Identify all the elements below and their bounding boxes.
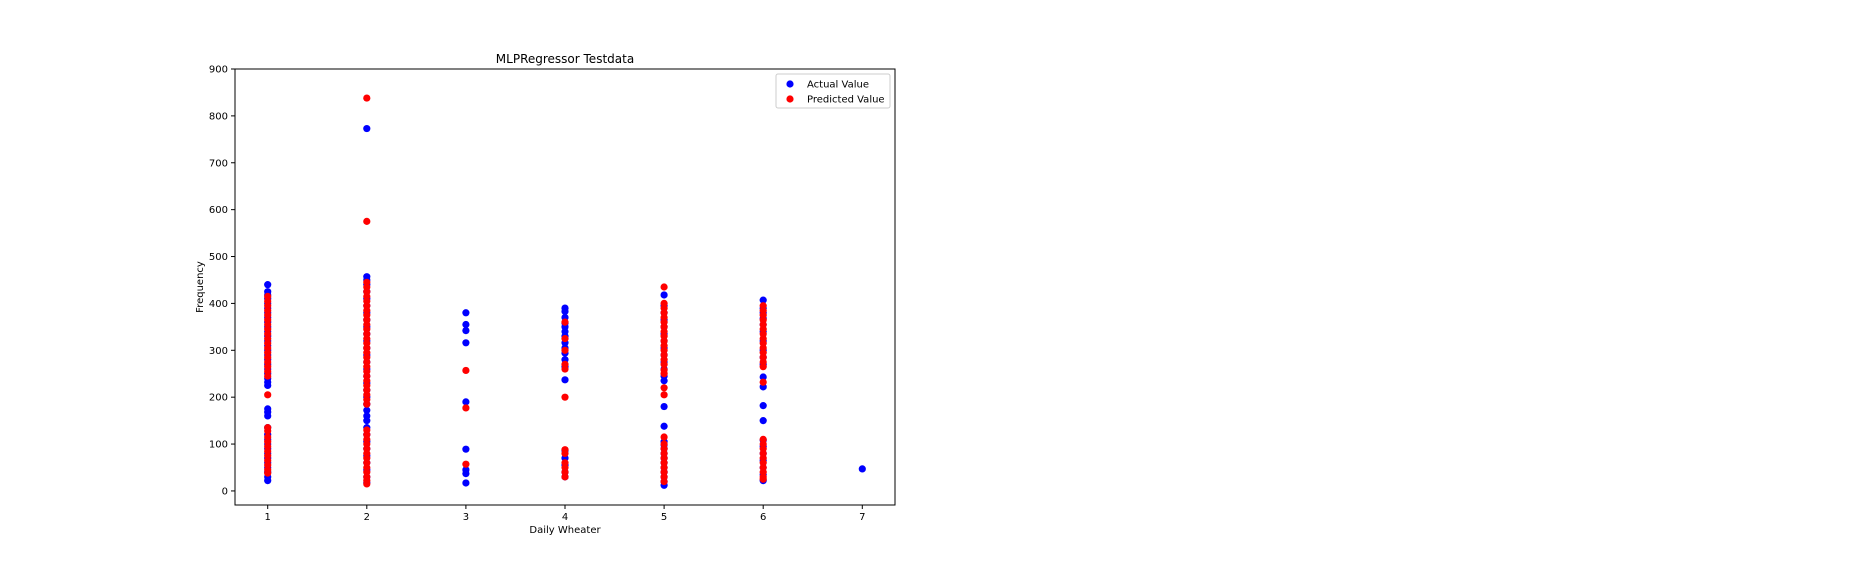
data-point (462, 398, 470, 406)
data-point (759, 417, 767, 425)
data-point (660, 377, 668, 385)
legend-marker (786, 95, 794, 103)
data-point (363, 406, 371, 414)
data-point (759, 363, 767, 371)
data-point (462, 479, 470, 487)
data-point (363, 94, 371, 102)
legend-box (775, 73, 891, 109)
data-point (462, 404, 470, 412)
data-point (363, 400, 371, 408)
legend-label: Predicted Value (807, 95, 885, 106)
y-tick-label: 900 (209, 65, 228, 76)
data-point (561, 473, 569, 481)
data-point (660, 391, 668, 399)
data-point (561, 376, 569, 384)
data-point (660, 402, 668, 411)
data-point (462, 366, 470, 375)
data-point (561, 318, 569, 326)
y-tick-label: 800 (209, 111, 228, 122)
y-tick-label: 200 (209, 393, 228, 404)
legend-label: Actual Value (807, 80, 869, 91)
y-axis-label: Frequency (195, 261, 206, 313)
data-point (462, 309, 470, 317)
data-point (264, 372, 272, 380)
data-point (561, 449, 569, 458)
y-tick-label: 0 (222, 486, 228, 497)
x-tick-label: 6 (760, 512, 766, 523)
data-point (858, 465, 866, 473)
x-tick-label: 7 (859, 512, 865, 523)
data-point (660, 477, 668, 486)
data-point (264, 391, 272, 399)
y-tick-label: 700 (209, 158, 228, 169)
data-point (660, 384, 668, 392)
data-point (264, 477, 272, 485)
data-point (759, 296, 767, 304)
data-point (363, 417, 371, 425)
data-point (561, 334, 569, 343)
chart-title: MLPRegressor Testdata (496, 52, 634, 66)
data-point (660, 360, 668, 368)
legend: Actual Value Predicted Value (775, 73, 891, 109)
data-point (561, 346, 569, 354)
data-point (759, 373, 767, 381)
data-point (759, 378, 767, 386)
data-point (660, 291, 668, 299)
data-point (462, 460, 470, 468)
data-point (660, 422, 668, 430)
data-points (264, 94, 866, 489)
data-point (462, 339, 470, 347)
legend-marker (786, 80, 794, 88)
data-point (759, 475, 767, 483)
x-tick-label: 4 (562, 512, 568, 523)
x-axis-ticks: 1 2 3 4 5 6 7 (265, 505, 865, 523)
y-tick-label: 500 (209, 252, 228, 263)
x-tick-label: 3 (463, 512, 469, 523)
data-point (660, 283, 668, 291)
x-tick-label: 5 (661, 512, 667, 523)
data-point (561, 365, 569, 373)
data-point (561, 307, 569, 315)
y-tick-label: 300 (209, 346, 228, 357)
data-point (561, 393, 569, 401)
x-axis-label: Daily Wheater (529, 525, 601, 536)
y-tick-label: 600 (209, 205, 228, 216)
data-point (363, 217, 371, 225)
x-tick-label: 1 (265, 512, 271, 523)
data-point (264, 412, 272, 420)
data-point (363, 124, 371, 133)
data-point (660, 370, 668, 378)
y-tick-label: 100 (209, 440, 228, 451)
data-point (264, 281, 272, 289)
data-point (462, 469, 470, 478)
x-tick-label: 2 (364, 512, 370, 523)
data-point (462, 445, 470, 453)
series-predicted (264, 94, 767, 488)
data-point (363, 480, 371, 488)
y-axis-ticks: 0 100 200 300 400 500 600 700 800 900 (209, 65, 235, 497)
data-point (264, 381, 272, 390)
data-point (660, 433, 668, 441)
y-tick-label: 400 (209, 299, 228, 310)
series-actual (264, 124, 866, 489)
data-point (759, 402, 767, 410)
data-point (264, 427, 272, 435)
data-point (462, 327, 470, 335)
data-point (462, 320, 470, 329)
data-point (264, 469, 272, 477)
plot-area (234, 68, 896, 506)
